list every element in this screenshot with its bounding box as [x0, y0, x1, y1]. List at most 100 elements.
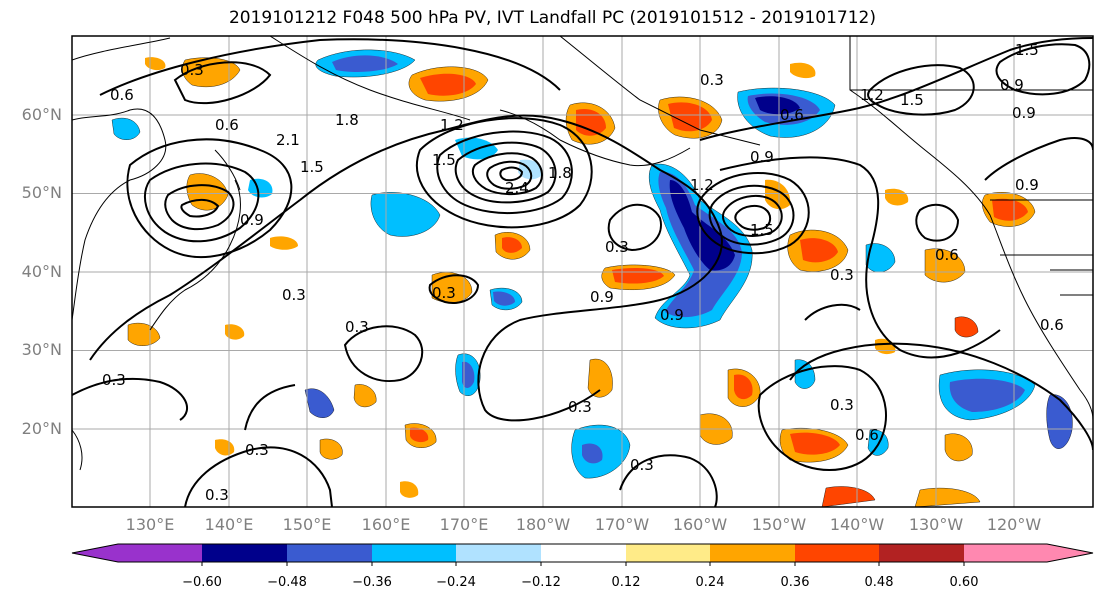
- kamchatka-coast: [269, 36, 471, 121]
- contour-label: 1.5: [750, 221, 774, 239]
- philippines-coast: [72, 429, 83, 471]
- lon-label: 150°W: [752, 515, 807, 534]
- colorbar: [71, 543, 1094, 566]
- pos-region: [668, 102, 712, 132]
- lon-label: 140°W: [830, 515, 885, 534]
- pos-region: [270, 236, 298, 250]
- contour-label: 0.3: [102, 371, 126, 389]
- contour-0p6-northeast: [699, 37, 1093, 141]
- kuril-coast: [214, 149, 241, 191]
- contour-label: 0.6: [215, 116, 239, 134]
- map-title: 2019101212 F048 500 hPa PV, IVT Landfall…: [228, 8, 876, 28]
- asia-coast: [72, 108, 167, 321]
- pos-region: [319, 438, 343, 460]
- colorbar-tick-label: −0.60: [182, 575, 222, 590]
- pos-region: [353, 384, 377, 408]
- lat-label: 40°N: [22, 262, 62, 281]
- contour-2p1-center: [486, 160, 533, 190]
- contour-0p3-small: [428, 274, 480, 304]
- lon-label: 150°E: [283, 515, 332, 534]
- colorbar-tick-label: 0.48: [865, 575, 894, 590]
- contour-label: 1.5: [300, 158, 324, 176]
- colorbar-segment: [964, 544, 1093, 562]
- pos-region: [182, 57, 241, 88]
- lat-label: 50°N: [22, 183, 62, 202]
- contour-label: 0.6: [110, 86, 134, 104]
- pos-region: [576, 108, 606, 136]
- neg-region: [949, 378, 1025, 412]
- contour-1p5-west: [164, 184, 235, 231]
- neg-region: [794, 359, 816, 389]
- pos-region: [127, 322, 161, 346]
- contour-label: 0.3: [180, 61, 204, 79]
- contour-0p9-east: [696, 172, 810, 255]
- contour-label: 0.9: [660, 306, 684, 324]
- contour-label: 0.9: [1015, 176, 1039, 194]
- contour-label: 0.3: [432, 284, 456, 302]
- contour-0p6-southeast: [757, 365, 887, 471]
- colorbar-segment: [795, 544, 879, 562]
- contour-1p8-center: [471, 152, 543, 196]
- japan-coast: [149, 179, 241, 331]
- contour-1p5-east: [722, 194, 783, 237]
- contour-label: 0.6: [1040, 316, 1064, 334]
- neg-region: [111, 117, 141, 140]
- contour-label: 0.3: [282, 286, 306, 304]
- contour-labels: 0.3 0.6 0.6 2.1 1.5 1.8 0.9 0.3 1.2 1.5 …: [102, 41, 1064, 504]
- colorbar-tick-label: 0.12: [612, 575, 641, 590]
- colorbar-segment: [372, 544, 456, 562]
- contour-label: 0.9: [1000, 76, 1024, 94]
- contour-label: 0.3: [630, 456, 654, 474]
- contour-0p6-east: [915, 203, 960, 242]
- neg-region: [370, 192, 441, 237]
- neg-region: [1046, 394, 1073, 449]
- colorbar-outline: [71, 543, 1094, 563]
- lon-label: 130°E: [126, 515, 175, 534]
- pos-region: [800, 238, 838, 263]
- state-borders: [1000, 254, 1093, 296]
- contour-1p2-center: [436, 130, 573, 214]
- pos-region: [225, 324, 245, 340]
- pos-region: [944, 433, 973, 462]
- contour-0p3-center-south: [343, 325, 424, 382]
- colorbar-tick-label: −0.36: [352, 575, 392, 590]
- neg-region: [462, 361, 475, 388]
- lon-label: 120°W: [987, 515, 1042, 534]
- pos-region: [400, 481, 419, 498]
- pos-region: [914, 487, 981, 507]
- longitude-labels: 130°E 140°E 150°E 160°E 170°E 180°W 170°…: [126, 515, 1042, 534]
- contour-label: 1.5: [1015, 41, 1039, 59]
- contour-label: 0.3: [830, 266, 854, 284]
- contour-label: 0.3: [830, 396, 854, 414]
- contour-label: 1.2: [440, 116, 464, 134]
- pos-region: [954, 316, 979, 338]
- contour-label: 0.9: [1012, 104, 1036, 122]
- contour-1p2-east: [708, 184, 795, 246]
- colorbar-tick-label: −0.48: [267, 575, 307, 590]
- lat-label: 20°N: [22, 419, 62, 438]
- contour-label: 1.8: [335, 111, 359, 129]
- lon-label: 130°W: [909, 515, 964, 534]
- pv-contours: [72, 37, 1093, 507]
- neg-region: [669, 180, 735, 271]
- contour-label: 0.6: [935, 246, 959, 264]
- contour-label: 0.3: [605, 238, 629, 256]
- contour-label: 0.6: [855, 426, 879, 444]
- colorbar-segment: [879, 544, 964, 562]
- contour-0p3-mid: [607, 203, 662, 252]
- colorbar-ticks: −0.60 −0.48 −0.36 −0.24 −0.12 0.12 0.24 …: [182, 575, 978, 590]
- contour-label: 0.3: [345, 318, 369, 336]
- contour-2p4-center: [499, 166, 524, 182]
- alaska-coast: [559, 36, 761, 146]
- contour-1p5-center: [454, 141, 557, 204]
- neg-region: [493, 291, 515, 306]
- colorbar-segment: [72, 544, 202, 562]
- colorbar-segment: [202, 544, 287, 562]
- contour-0p9-ne: [719, 156, 1001, 359]
- contour-label: 0.3: [568, 398, 592, 416]
- lat-label: 60°N: [22, 105, 62, 124]
- neg-region: [304, 388, 335, 418]
- pos-region: [734, 374, 753, 400]
- lon-label: 140°E: [205, 515, 254, 534]
- contour-0p3-southeast: [789, 342, 1093, 451]
